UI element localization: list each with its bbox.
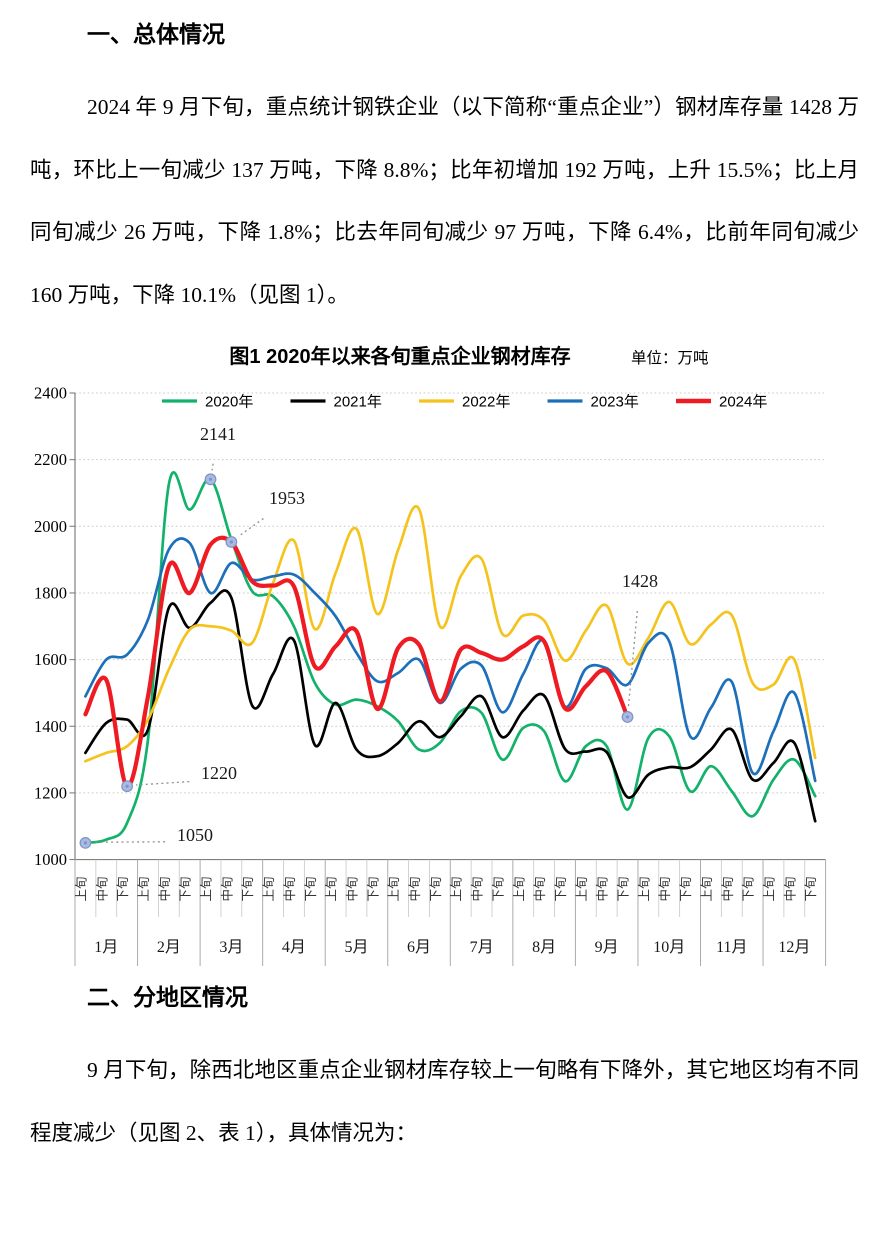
x-axis-period-label: 中旬 xyxy=(344,876,359,901)
section-2-paragraph: 9 月下旬，除西北地区重点企业钢材库存较上一旬略有下降外，其它地区均有不同程度减… xyxy=(30,1039,859,1164)
x-axis-period-label: 中旬 xyxy=(94,876,109,901)
x-axis-period-label: 上旬 xyxy=(762,876,776,901)
x-axis-month-label: 3月 xyxy=(219,939,243,956)
x-axis-labels: 上旬中旬下旬上旬中旬下旬上旬中旬下旬上旬中旬下旬上旬中旬下旬上旬中旬下旬上旬中旬… xyxy=(74,860,825,966)
annotation-label-1953: 1953 xyxy=(269,488,305,508)
x-axis-month-label: 4月 xyxy=(282,939,306,956)
y-axis-tick-label: 1000 xyxy=(34,850,67,869)
legend-label-2020年: 2020年 xyxy=(205,394,253,411)
y-axis-tick-label: 1600 xyxy=(34,650,67,669)
x-axis-month-label: 1月 xyxy=(94,939,118,956)
y-axis-tick-label: 2200 xyxy=(34,450,67,469)
x-axis-period-label: 下旬 xyxy=(366,876,380,901)
steel-inventory-line-chart: 图1 2020年以来各旬重点企业钢材库存 单位：万吨 1000 1200 1400 160… xyxy=(0,326,887,971)
annotation-label-1428: 1428 xyxy=(622,571,658,591)
annotation-label-1220: 1220 xyxy=(201,763,237,783)
legend-label-2023年: 2023年 xyxy=(591,394,639,411)
series-line-2020年 xyxy=(85,472,815,842)
annotations: 2141 1953 1428 1220 1050 xyxy=(80,424,658,848)
annotation-leader-2141 xyxy=(212,464,213,471)
x-axis-period-label: 中旬 xyxy=(720,876,735,901)
x-axis-month-label: 5月 xyxy=(344,939,368,956)
x-axis-period-label: 下旬 xyxy=(491,876,505,901)
y-axis-tick-label: 2000 xyxy=(34,517,67,536)
axes: 1000 1200 1400 1600 1800 2000 2200 2400 xyxy=(34,384,826,870)
x-axis-month-label: 11月 xyxy=(716,939,747,956)
y-axis-tick-label: 1800 xyxy=(34,583,67,602)
x-axis-period-label: 上旬 xyxy=(74,876,88,901)
x-axis-period-label: 上旬 xyxy=(700,876,714,901)
y-axis-tick-label: 2400 xyxy=(34,384,67,403)
x-axis-period-label: 中旬 xyxy=(657,876,672,901)
x-axis-period-label: 中旬 xyxy=(407,876,422,901)
x-axis-period-label: 上旬 xyxy=(325,876,339,901)
x-axis-period-label: 下旬 xyxy=(554,876,568,901)
x-axis-period-label: 上旬 xyxy=(512,876,526,901)
x-axis-period-label: 上旬 xyxy=(137,876,151,901)
x-axis-month-label: 2月 xyxy=(157,939,181,956)
annotation-leader-1220 xyxy=(136,782,189,785)
x-axis-month-label: 10月 xyxy=(653,939,685,956)
x-axis-period-label: 下旬 xyxy=(304,876,318,901)
series-lines xyxy=(85,472,815,842)
x-axis-period-label: 中旬 xyxy=(282,876,297,901)
x-axis-period-label: 中旬 xyxy=(219,876,234,901)
chart-legend: 2020年 2021年 2022年 2023年 2024年 xyxy=(162,394,767,411)
x-axis-period-label: 上旬 xyxy=(575,876,589,901)
x-axis-period-label: 下旬 xyxy=(179,876,193,901)
annotation-marker-dot-1050 xyxy=(84,841,87,844)
x-axis-period-label: 上旬 xyxy=(200,876,214,901)
annotation-marker-dot-1220 xyxy=(126,785,129,788)
document-page: { "page": { "sections": [ { "heading": "… xyxy=(0,18,887,1242)
x-axis-period-label: 上旬 xyxy=(637,876,651,901)
x-axis-month-label: 8月 xyxy=(532,939,556,956)
x-axis-period-label: 中旬 xyxy=(595,876,610,901)
section-1-heading: 一、总体情况 xyxy=(30,18,859,50)
annotation-marker-dot-2141 xyxy=(209,478,212,481)
annotation-marker-dot-1428 xyxy=(626,715,629,718)
annotation-label-1050: 1050 xyxy=(177,825,213,845)
annotation-marker-dot-1953 xyxy=(230,540,233,543)
section-2-heading: 二、分地区情况 xyxy=(30,981,859,1013)
y-axis-tick-label: 1200 xyxy=(34,783,67,802)
x-axis-month-label: 9月 xyxy=(595,939,619,956)
x-axis-period-label: 下旬 xyxy=(742,876,756,901)
x-axis-period-label: 中旬 xyxy=(782,876,797,901)
x-axis-period-label: 下旬 xyxy=(617,876,631,901)
figure-1-chart: 图1 2020年以来各旬重点企业钢材库存 单位：万吨 1000 1200 1400 160… xyxy=(0,326,887,971)
x-axis-period-label: 中旬 xyxy=(532,876,547,901)
section-1-paragraph: 2024 年 9 月下旬，重点统计钢铁企业（以下简称“重点企业”）钢材库存量 1… xyxy=(30,76,859,326)
x-axis-period-label: 下旬 xyxy=(429,876,443,901)
x-axis-period-label: 上旬 xyxy=(450,876,464,901)
x-axis-period-label: 下旬 xyxy=(804,876,818,901)
x-axis-period-label: 下旬 xyxy=(116,876,130,901)
x-axis-period-label: 上旬 xyxy=(387,876,401,901)
legend-label-2022年: 2022年 xyxy=(462,394,510,411)
series-line-2022年 xyxy=(85,506,815,761)
x-axis-period-label: 中旬 xyxy=(470,876,485,901)
chart-title: 图1 2020年以来各旬重点企业钢材库存 xyxy=(229,344,570,368)
y-axis-tick-label: 1400 xyxy=(34,717,67,736)
x-axis-period-label: 上旬 xyxy=(262,876,276,901)
x-axis-period-label: 中旬 xyxy=(157,876,172,901)
chart-unit-label: 单位：万吨 xyxy=(631,349,709,367)
x-axis-month-label: 12月 xyxy=(778,939,810,956)
legend-label-2021年: 2021年 xyxy=(334,394,382,411)
x-axis-period-label: 下旬 xyxy=(679,876,693,901)
annotation-leader-1953 xyxy=(238,519,263,537)
annotation-label-2141: 2141 xyxy=(200,424,236,444)
x-axis-period-label: 下旬 xyxy=(241,876,255,901)
x-axis-month-label: 6月 xyxy=(407,939,431,956)
x-axis-month-label: 7月 xyxy=(470,939,494,956)
legend-label-2024年: 2024年 xyxy=(719,394,767,411)
